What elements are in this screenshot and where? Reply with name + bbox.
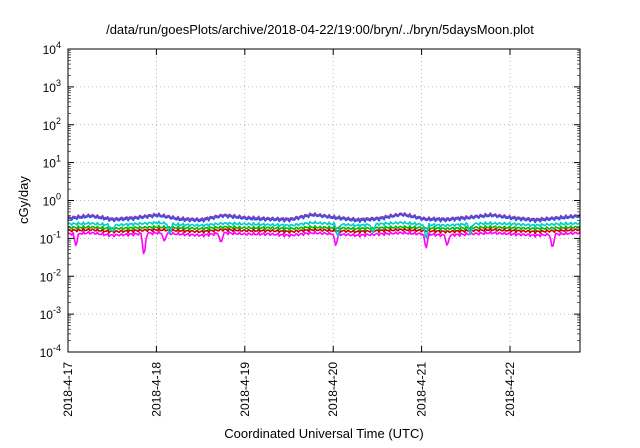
x-tick-label: 2018-4-19 bbox=[238, 362, 252, 417]
y-tick-label: 10-4 bbox=[40, 343, 61, 360]
y-tick-base: 10 bbox=[43, 157, 57, 171]
y-tick-exponent: -1 bbox=[53, 229, 61, 239]
y-tick-exponent: 1 bbox=[56, 154, 61, 164]
x-tick-label: 2018-4-17 bbox=[61, 362, 75, 417]
y-tick-label: 101 bbox=[43, 154, 61, 171]
grid bbox=[68, 49, 580, 352]
y-axis-label: cGy/day bbox=[16, 176, 31, 224]
y-tick-exponent: -2 bbox=[53, 267, 61, 277]
y-tick-label: 102 bbox=[43, 116, 61, 133]
y-tick-label: 100 bbox=[43, 192, 61, 209]
y-tick-base: 10 bbox=[43, 43, 57, 57]
x-axis-label: Coordinated Universal Time (UTC) bbox=[224, 426, 423, 441]
y-tick-base: 10 bbox=[43, 119, 57, 133]
y-tick-label: 103 bbox=[43, 78, 61, 95]
series-line bbox=[67, 220, 581, 239]
y-tick-exponent: 2 bbox=[56, 116, 61, 126]
y-tick-base: 10 bbox=[40, 346, 54, 360]
x-tick-label: 2018-4-21 bbox=[415, 362, 429, 417]
series-line bbox=[67, 224, 581, 232]
y-tick-exponent: 4 bbox=[56, 40, 61, 50]
y-tick-label: 10-3 bbox=[40, 305, 61, 322]
chart-title: /data/run/goesPlots/archive/2018-04-22/1… bbox=[106, 22, 534, 37]
y-tick-exponent: -4 bbox=[53, 343, 61, 353]
y-tick-label: 10-2 bbox=[40, 267, 61, 284]
y-tick-exponent: 3 bbox=[56, 78, 61, 88]
y-tick-base: 10 bbox=[43, 195, 57, 209]
series-line bbox=[67, 227, 581, 235]
y-tick-base: 10 bbox=[40, 270, 54, 284]
y-tick-label: 10-1 bbox=[40, 229, 61, 246]
y-tick-exponent: -3 bbox=[53, 305, 61, 315]
y-tick-base: 10 bbox=[40, 308, 54, 322]
series-line bbox=[67, 230, 581, 255]
x-axis: 2018-4-17 2018-4-18 2018-4-19 2018-4-20 2018… bbox=[61, 49, 517, 417]
series-line bbox=[67, 212, 581, 222]
x-tick-label: 2018-4-22 bbox=[503, 362, 517, 417]
y-tick-exponent: 0 bbox=[56, 192, 61, 202]
x-tick-label: 2018-4-20 bbox=[326, 362, 340, 417]
y-tick-base: 10 bbox=[43, 81, 57, 95]
series-group bbox=[67, 212, 581, 255]
y-tick-base: 10 bbox=[40, 232, 54, 246]
x-tick-label: 2018-4-18 bbox=[149, 362, 163, 417]
y-tick-label: 104 bbox=[43, 40, 61, 57]
